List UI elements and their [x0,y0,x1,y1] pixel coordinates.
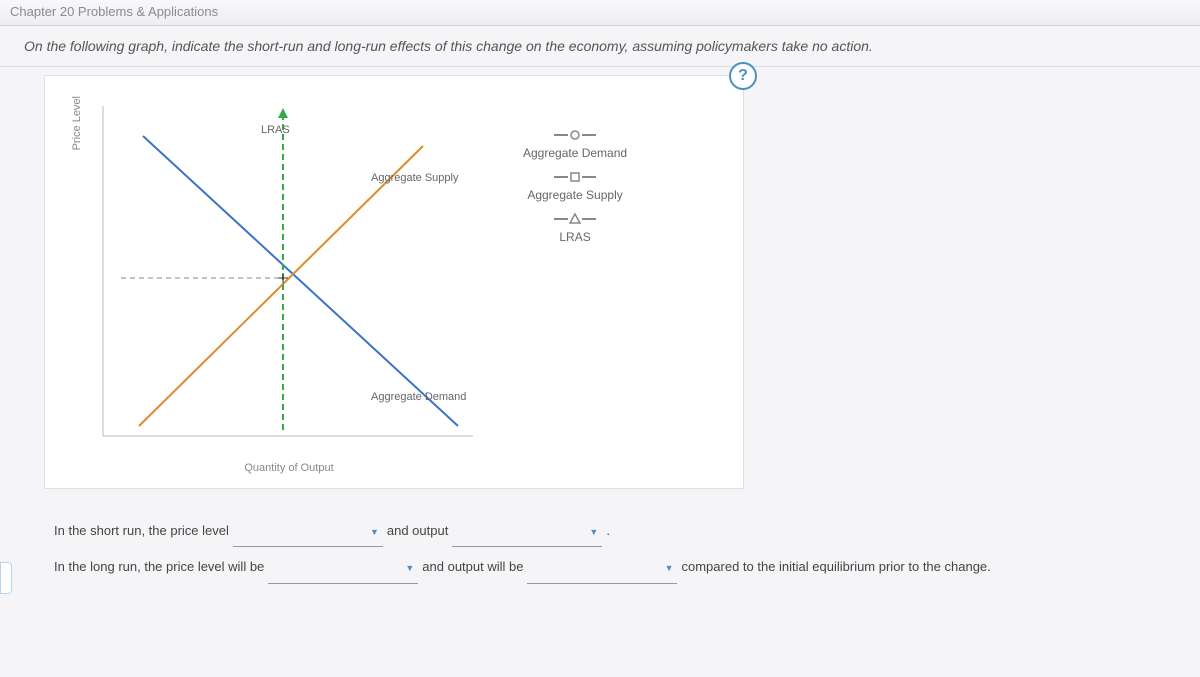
sentence-text: . [606,513,610,549]
legend: Aggregate Demand Aggregate Supply LRAS [483,96,627,252]
lras-label: LRAS [261,124,290,136]
short-run-output-dropdown[interactable]: ▼ [452,520,602,547]
long-run-output-dropdown[interactable]: ▼ [527,556,677,583]
short-run-sentence: In the short run, the price level ▼ and … [54,513,1170,549]
triangle-marker-icon [523,210,627,228]
circle-marker-icon [523,126,627,144]
legend-label: LRAS [523,230,627,244]
chevron-down-icon: ▼ [665,556,674,581]
sentence-text: and output will be [422,549,523,585]
ad-label: Aggregate Demand [371,391,466,403]
chevron-down-icon: ▼ [405,556,414,581]
sentence-text: In the long run, the price level will be [54,549,264,585]
as-label: Aggregate Supply [371,172,458,184]
graph-panel: ? Price Level LRAS Aggregate Supply Aggr… [44,75,744,489]
instruction-text: On the following graph, indicate the sho… [0,26,1200,67]
help-icon[interactable]: ? [729,62,757,90]
legend-item-as[interactable]: Aggregate Supply [523,168,627,202]
sentence-text: In the short run, the price level [54,513,229,549]
square-marker-icon [523,168,627,186]
long-run-sentence: In the long run, the price level will be… [54,549,1170,585]
x-axis-label: Quantity of Output [89,462,489,474]
short-run-price-dropdown[interactable]: ▼ [233,520,383,547]
expand-side-tab[interactable] [0,562,12,594]
legend-item-ad[interactable]: Aggregate Demand [523,126,627,160]
chevron-down-icon: ▼ [370,520,379,545]
breadcrumb: Chapter 20 Problems & Applications [0,0,1200,26]
chevron-down-icon: ▼ [589,520,598,545]
sentence-text: compared to the initial equilibrium prio… [681,549,990,585]
chart-plot[interactable]: LRAS Aggregate Supply Aggregate Demand [83,96,483,456]
legend-label: Aggregate Supply [523,188,627,202]
fill-in-sentences: In the short run, the price level ▼ and … [54,513,1170,586]
sentence-text: and output [387,513,448,549]
y-axis-label: Price Level [65,96,83,300]
legend-item-lras[interactable]: LRAS [523,210,627,244]
long-run-price-dropdown[interactable]: ▼ [268,556,418,583]
legend-label: Aggregate Demand [523,146,627,160]
